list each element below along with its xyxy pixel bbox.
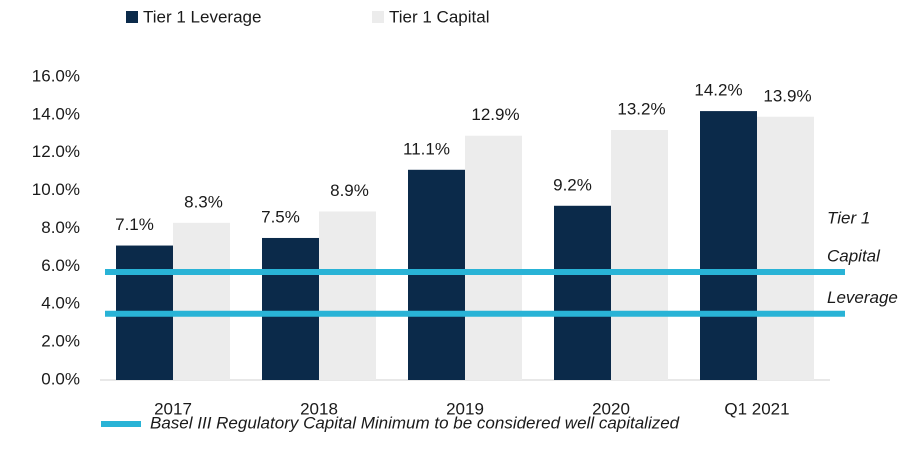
bar	[611, 130, 668, 380]
y-tick-label: 4.0%	[41, 294, 80, 313]
y-tick-label: 14.0%	[32, 104, 80, 123]
data-label: 14.2%	[694, 81, 742, 100]
y-tick-label: 12.0%	[32, 142, 80, 161]
data-label: 13.9%	[763, 86, 811, 105]
y-tick-label: 0.0%	[41, 369, 80, 388]
legend-swatch	[126, 11, 138, 23]
reference-label: Tier 1	[827, 209, 870, 228]
bar	[554, 205, 611, 380]
x-tick-label: 2017	[154, 399, 192, 418]
x-tick-label: 2018	[300, 399, 338, 418]
y-tick-label: 2.0%	[41, 332, 80, 351]
data-label: 11.1%	[403, 139, 450, 158]
reference-label: Capital	[827, 247, 881, 266]
x-tick-label: 2020	[592, 399, 630, 418]
bar	[319, 211, 376, 380]
bar	[757, 116, 814, 381]
data-label: 8.9%	[330, 181, 369, 200]
bar	[700, 111, 757, 381]
legend-label: Tier 1 Leverage	[143, 7, 261, 26]
data-label: 7.5%	[261, 207, 300, 226]
bar	[173, 222, 230, 380]
bar	[262, 237, 319, 380]
y-tick-label: 6.0%	[41, 256, 80, 275]
y-tick-label: 16.0%	[32, 66, 80, 85]
legend-label: Tier 1 Capital	[389, 7, 489, 26]
reference-label: Leverage	[827, 288, 898, 307]
data-label: 7.1%	[115, 215, 154, 234]
legend-swatch	[372, 11, 384, 23]
data-label: 9.2%	[553, 175, 592, 194]
reference-legend-label: Basel III Regulatory Capital Minimum to …	[150, 413, 680, 432]
y-tick-label: 8.0%	[41, 218, 80, 237]
x-tick-label: 2019	[446, 399, 484, 418]
data-label: 8.3%	[184, 192, 223, 211]
data-label: 12.9%	[471, 105, 519, 124]
bar	[465, 135, 522, 380]
y-tick-label: 10.0%	[32, 180, 80, 199]
data-label: 13.2%	[617, 100, 665, 119]
x-tick-label: Q1 2021	[724, 399, 789, 418]
